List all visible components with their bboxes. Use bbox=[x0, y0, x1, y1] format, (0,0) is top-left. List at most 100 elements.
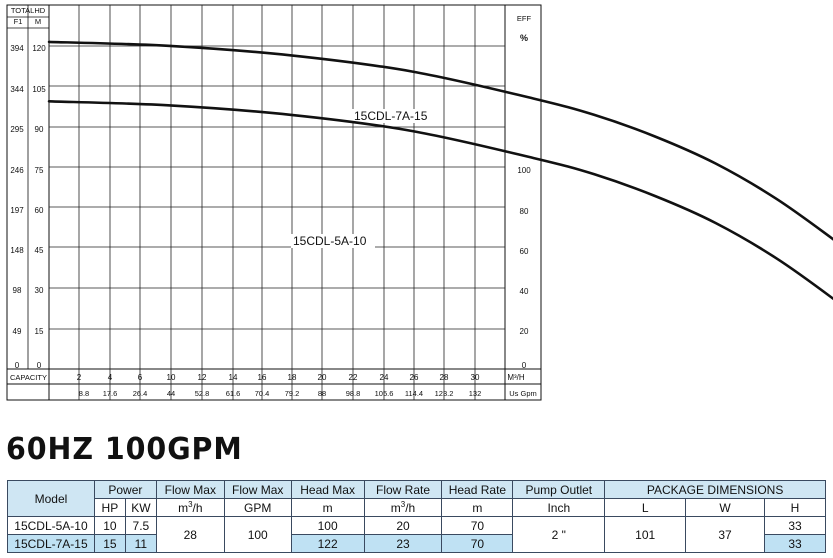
tick-label-m3h: 22 bbox=[349, 373, 358, 382]
series-label-bg bbox=[291, 234, 375, 248]
row-w: 37 bbox=[685, 516, 765, 553]
unit-kw: KW bbox=[124, 498, 157, 517]
tick-label-gpm: 88 bbox=[318, 389, 326, 398]
row-kw: 11 bbox=[124, 534, 157, 553]
tick-label-m3h: 14 bbox=[229, 373, 238, 382]
tick-label-ft: 295 bbox=[10, 125, 24, 134]
tick-label-gpm: 98.8 bbox=[346, 389, 361, 398]
series-label-bg bbox=[352, 109, 436, 123]
col-head-max: Head Max bbox=[290, 480, 365, 499]
tick-label-gpm: 79.2 bbox=[285, 389, 300, 398]
row-flow-rate: 20 bbox=[363, 516, 443, 535]
tick-label-m: 0 bbox=[37, 361, 42, 370]
row-head-rate: 70 bbox=[441, 516, 514, 535]
row-head-rate: 70 bbox=[441, 534, 514, 553]
row-flow-max-1: 28 bbox=[155, 516, 225, 553]
tick-label-gpm: 70.4 bbox=[255, 389, 270, 398]
unit-w: W bbox=[685, 498, 765, 517]
tick-label-ft: 0 bbox=[15, 361, 20, 370]
tick-label-eff: 100 bbox=[517, 166, 531, 175]
col-model: Model bbox=[7, 480, 95, 517]
tick-label-m: 30 bbox=[35, 286, 44, 295]
tick-label-gpm: 132 bbox=[469, 389, 482, 398]
row-l: 101 bbox=[604, 516, 687, 553]
tick-label-m3h: 18 bbox=[288, 373, 297, 382]
tick-label-ft: 246 bbox=[10, 166, 24, 175]
row-h: 33 bbox=[764, 534, 826, 553]
unit-head-max: m bbox=[290, 498, 365, 517]
tick-label-eff: 60 bbox=[520, 247, 529, 256]
spec-table: Model Power Flow Max Flow Max Head Max F… bbox=[7, 480, 826, 553]
row-head-max: 100 bbox=[290, 516, 365, 535]
tick-label-gpm: 52.8 bbox=[195, 389, 210, 398]
left-axis-header-m: M bbox=[35, 17, 41, 26]
row-pump-outlet: 2 " bbox=[512, 516, 606, 553]
col-flow-max-2: Flow Max bbox=[223, 480, 292, 499]
unit-flow-max-1: m3/h bbox=[155, 498, 225, 517]
tick-label-gpm: 105.6 bbox=[375, 389, 394, 398]
col-package: PACKAGE DIMENSIONS bbox=[604, 480, 826, 499]
row-model: 15CDL-5A-10 bbox=[7, 516, 95, 535]
tick-label-m3h: 12 bbox=[198, 373, 207, 382]
row-flow-max-2: 100 bbox=[223, 516, 292, 553]
tick-label-m3h: 16 bbox=[258, 373, 267, 382]
table-row: 15CDL-5A-10 10 7.5 28 100 100 20 70 2 " … bbox=[7, 516, 826, 553]
tick-label-m: 120 bbox=[32, 44, 46, 53]
x-unit-m3h: M³/H bbox=[507, 373, 525, 382]
table-row: 15CDL-7A-15 15 11 122 23 70 33 bbox=[7, 534, 826, 553]
row-kw: 7.5 bbox=[124, 516, 157, 535]
tick-label-ft: 394 bbox=[10, 44, 24, 53]
tick-label-m3h: 10 bbox=[167, 373, 176, 382]
col-pump-outlet: Pump Outlet bbox=[512, 480, 606, 499]
unit-h: H bbox=[764, 498, 826, 517]
series-line-2 bbox=[47, 100, 833, 301]
series-label-1: 15CDL-7A-15 bbox=[354, 109, 428, 123]
tick-label-ft: 148 bbox=[10, 246, 24, 255]
capacity-label: CAPACITY bbox=[10, 373, 47, 382]
tick-label-m: 75 bbox=[35, 166, 44, 175]
tick-label-gpm: 114.4 bbox=[405, 389, 423, 398]
tick-label-eff: 40 bbox=[520, 287, 529, 296]
tick-label-gpm: 61.6 bbox=[226, 389, 241, 398]
row-flow-rate: 23 bbox=[363, 534, 443, 553]
row-model: 15CDL-7A-15 bbox=[7, 534, 95, 553]
col-head-rate: Head Rate bbox=[441, 480, 514, 499]
tick-label-eff: 80 bbox=[520, 207, 529, 216]
unit-head-rate: m bbox=[441, 498, 514, 517]
series-line-1 bbox=[47, 40, 833, 241]
unit-hp: HP bbox=[93, 498, 126, 517]
left-axis-header: TOTALHD bbox=[11, 6, 46, 15]
unit-l: L bbox=[604, 498, 687, 517]
unit-pump-outlet: Inch bbox=[512, 498, 606, 517]
tick-label-m: 60 bbox=[35, 206, 44, 215]
tick-label-m3h: 28 bbox=[440, 373, 449, 382]
tick-label-m3h: 2 bbox=[77, 373, 82, 382]
tick-label-m3h: 4 bbox=[108, 373, 113, 382]
tick-label-m: 15 bbox=[35, 327, 44, 336]
tick-label-m3h: 26 bbox=[410, 373, 419, 382]
col-flow-max-1: Flow Max bbox=[155, 480, 225, 499]
tick-label-eff: 0 bbox=[522, 361, 527, 370]
left-axis-header-ft: F1 bbox=[14, 17, 23, 26]
tick-label-gpm: 26.4 bbox=[133, 389, 148, 398]
table-header-row: Model Power Flow Max Flow Max Head Max F… bbox=[7, 480, 826, 517]
tick-label-m: 90 bbox=[35, 125, 44, 134]
tick-label-ft: 344 bbox=[10, 85, 24, 94]
col-power: Power bbox=[93, 480, 157, 499]
tick-label-ft: 49 bbox=[13, 327, 22, 336]
tick-label-m: 105 bbox=[32, 85, 46, 94]
unit-flow-max-2: GPM bbox=[223, 498, 292, 517]
row-h: 33 bbox=[764, 516, 826, 535]
col-flow-rate: Flow Rate bbox=[363, 480, 443, 499]
tick-label-ft: 197 bbox=[10, 206, 24, 215]
tick-label-gpm: 123.2 bbox=[435, 389, 454, 398]
tick-label-m3h: 20 bbox=[318, 373, 327, 382]
row-head-max: 122 bbox=[290, 534, 365, 553]
right-axis-header: EFF bbox=[517, 14, 532, 23]
table-units-row: HP KW m3/h GPM m m3/h m Inch L W H bbox=[8, 498, 826, 517]
tick-label-eff: 20 bbox=[520, 327, 529, 336]
unit-flow-rate: m3/h bbox=[363, 498, 443, 517]
x-unit-gpm: Us Gpm bbox=[509, 389, 537, 398]
tick-label-gpm: 44 bbox=[167, 389, 175, 398]
